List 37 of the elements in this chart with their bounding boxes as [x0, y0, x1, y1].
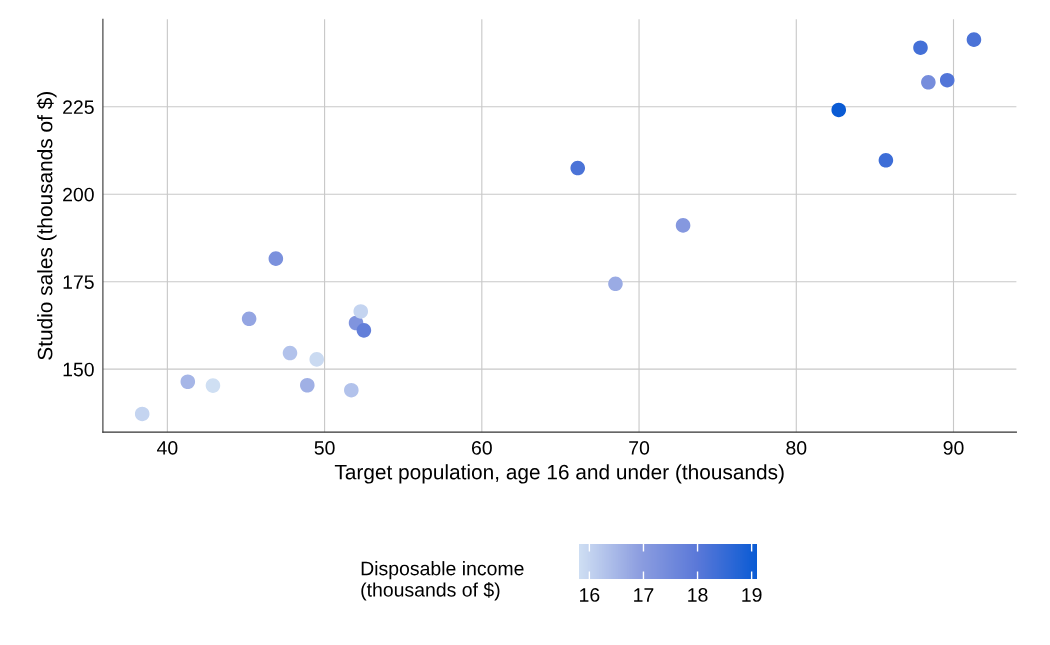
y-tick-label: 200	[63, 187, 94, 202]
color-bar-label: 17	[634, 588, 654, 602]
point	[353, 304, 369, 319]
color-bar-label: 19	[742, 588, 762, 602]
point	[356, 323, 372, 338]
x-tick-label: 80	[786, 441, 807, 455]
x-tick-label: 60	[472, 441, 492, 455]
point	[282, 345, 298, 361]
point	[344, 382, 359, 398]
point	[939, 72, 955, 88]
point	[608, 276, 623, 292]
point	[966, 32, 982, 47]
point	[570, 160, 586, 176]
x-tick-label: 90	[943, 441, 964, 455]
y-tick-label: 150	[63, 362, 94, 377]
point	[913, 40, 928, 55]
y-axis-title: Studio sales (thousands of $)	[36, 92, 57, 360]
x-tick-label: 40	[157, 441, 178, 455]
color-bar-label: 18	[688, 588, 708, 602]
point	[205, 378, 221, 393]
x-axis-title: Target population, age 16 and under (thousands)	[334, 464, 784, 484]
color-bar-label: 16	[580, 588, 600, 602]
point	[268, 251, 284, 266]
point	[134, 406, 150, 422]
point	[309, 352, 325, 367]
y-tick-label: 225	[63, 100, 94, 115]
x-tick-label: 70	[629, 441, 650, 455]
point	[300, 377, 315, 393]
point	[180, 374, 196, 390]
point	[241, 311, 257, 327]
y-tick-label: 175	[63, 275, 94, 289]
point	[921, 75, 936, 90]
color-bar-title: Disposable income (thousands of $)	[361, 561, 524, 601]
point	[675, 218, 691, 233]
point	[831, 102, 847, 118]
point	[878, 153, 894, 168]
x-tick-label: 50	[314, 441, 335, 455]
